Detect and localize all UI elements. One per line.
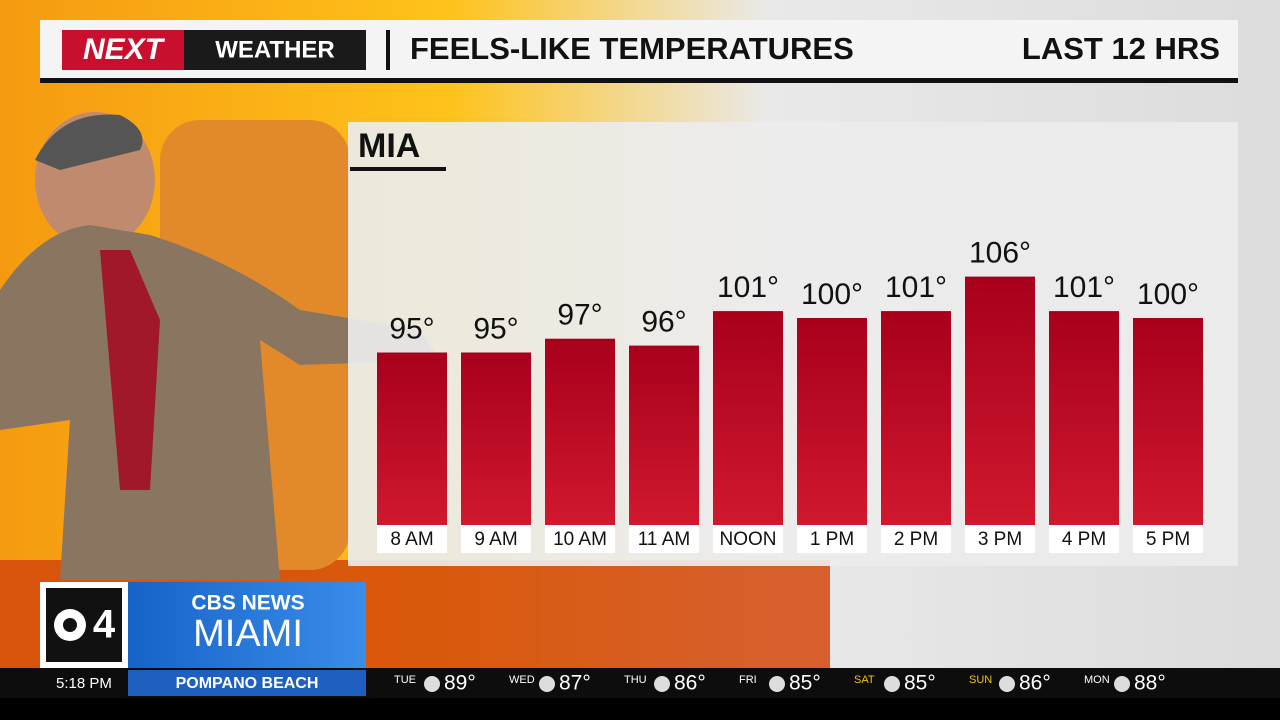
forecast-day: SAT — [854, 674, 875, 686]
forecast-temp: 86° — [674, 672, 706, 695]
chart-title: FEELS-LIKE TEMPERATURES — [410, 31, 854, 66]
bar — [713, 311, 783, 525]
logo-weather: WEATHER — [215, 36, 335, 63]
x-tick-label: 2 PM — [894, 529, 938, 550]
bar — [545, 338, 615, 525]
x-tick-label: 1 PM — [810, 529, 854, 550]
x-tick-label: NOON — [720, 529, 777, 550]
category-box — [1133, 525, 1203, 553]
network-name: CBS NEWS — [191, 592, 304, 615]
x-tick-label: 5 PM — [1146, 529, 1190, 550]
category-box — [629, 525, 699, 553]
forecast-day: TUE — [394, 674, 416, 686]
bar — [461, 352, 531, 525]
forecast-temp: 86° — [1019, 672, 1051, 695]
value-label: 101° — [717, 271, 779, 304]
category-box — [545, 525, 615, 553]
forecast-day: MON — [1084, 674, 1110, 686]
category-box — [965, 525, 1035, 553]
ticker-location: POMPANO BEACH — [176, 675, 319, 692]
value-label: 101° — [1053, 271, 1115, 304]
category-box — [1049, 525, 1119, 553]
bar — [797, 318, 867, 525]
category-box — [377, 525, 447, 553]
x-tick-label: 3 PM — [978, 529, 1022, 550]
forecast-day: FRI — [739, 674, 757, 686]
value-label: 106° — [969, 237, 1031, 270]
forecast-day: THU — [624, 674, 647, 686]
logo-next: NEXT — [83, 33, 166, 66]
x-tick-label: 11 AM — [638, 529, 690, 550]
header-underline — [40, 78, 1238, 83]
period: LAST 12 HRS — [1022, 31, 1220, 66]
ticker-time: 5:18 PM — [56, 675, 112, 692]
logo-weather-box — [184, 30, 366, 70]
header-divider — [386, 30, 390, 70]
forecast-temp: 89° — [444, 672, 476, 695]
bar — [1049, 311, 1119, 525]
channel-number: 4 — [93, 603, 116, 647]
bar — [629, 345, 699, 525]
x-tick-label: 4 PM — [1062, 529, 1106, 550]
category-box — [461, 525, 531, 553]
subtitle-underline — [350, 167, 446, 171]
x-tick-label: 9 AM — [474, 529, 517, 550]
forecast-temp: 85° — [904, 672, 936, 695]
weather-icon — [884, 676, 900, 692]
weather-icon — [539, 676, 555, 692]
weather-icon — [769, 676, 785, 692]
value-label: 100° — [1137, 278, 1199, 311]
weather-icon — [654, 676, 670, 692]
category-box — [881, 525, 951, 553]
presenter — [0, 112, 440, 580]
x-tick-label: 10 AM — [553, 529, 607, 550]
chart-subtitle: MIA — [358, 127, 420, 165]
plot: 8 AM 95° 9 AM 95° 10 AM 97° 11 AM 96° NOON 101° 1 … — [377, 237, 1203, 553]
bar — [881, 311, 951, 525]
value-label: 101° — [885, 271, 947, 304]
weather-icon — [999, 676, 1015, 692]
value-label: 100° — [801, 278, 863, 311]
forecast-temp: 85° — [789, 672, 821, 695]
location-box — [128, 670, 366, 696]
value-label: 96° — [641, 306, 686, 339]
x-tick-label: 8 AM — [390, 529, 433, 550]
bar — [1133, 318, 1203, 525]
network-box — [128, 582, 366, 668]
weather-icon — [1114, 676, 1130, 692]
value-label: 97° — [557, 299, 602, 332]
value-label: 95° — [389, 312, 434, 345]
forecast-day: WED — [509, 674, 535, 686]
bottom-strip — [0, 698, 1280, 720]
forecast-temp: 87° — [559, 672, 591, 695]
logo-next-box — [62, 30, 184, 70]
forecast: TUE 89° WED 87° THU 86° FRI 85° SAT 85° SUN 86° MON 8… — [394, 672, 1166, 695]
bar — [377, 352, 447, 525]
category-box — [713, 525, 783, 553]
value-label: 95° — [473, 312, 518, 345]
forecast-temp: 88° — [1134, 672, 1166, 695]
bar — [965, 276, 1035, 525]
forecast-day: SUN — [969, 674, 992, 686]
category-box — [797, 525, 867, 553]
cbs-pupil — [63, 618, 77, 632]
city-name: MIAMI — [193, 613, 303, 655]
weather-icon — [424, 676, 440, 692]
